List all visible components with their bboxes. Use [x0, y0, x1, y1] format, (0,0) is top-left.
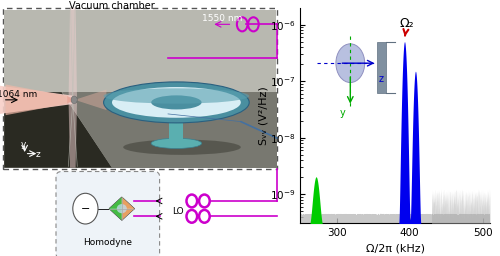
Text: Vacuum chamber: Vacuum chamber	[69, 1, 155, 11]
Polygon shape	[109, 197, 122, 209]
Ellipse shape	[151, 95, 202, 110]
Text: Homodyne: Homodyne	[84, 238, 132, 247]
Polygon shape	[6, 84, 67, 115]
FancyBboxPatch shape	[56, 172, 160, 256]
Text: LO: LO	[172, 207, 184, 216]
Polygon shape	[4, 92, 112, 168]
Ellipse shape	[71, 96, 78, 104]
Bar	[4, 10, 276, 97]
Ellipse shape	[73, 193, 98, 224]
Polygon shape	[122, 209, 134, 220]
Polygon shape	[68, 102, 77, 168]
Text: −: −	[80, 204, 90, 214]
Text: z: z	[378, 74, 383, 84]
Polygon shape	[109, 197, 134, 220]
Ellipse shape	[112, 87, 241, 118]
Ellipse shape	[104, 88, 249, 104]
Ellipse shape	[117, 204, 127, 213]
Text: 1550 nm: 1550 nm	[202, 14, 242, 23]
Ellipse shape	[123, 140, 241, 155]
Text: y: y	[21, 140, 26, 149]
Polygon shape	[109, 209, 122, 220]
Polygon shape	[76, 90, 106, 110]
Bar	[378, 42, 386, 93]
Polygon shape	[62, 92, 277, 168]
Text: z: z	[36, 150, 40, 159]
Bar	[170, 102, 183, 143]
X-axis label: Ω/2π (kHz): Ω/2π (kHz)	[366, 243, 424, 253]
Ellipse shape	[336, 44, 364, 82]
Polygon shape	[122, 197, 134, 209]
Text: y: y	[340, 108, 345, 118]
Polygon shape	[0, 86, 76, 114]
Ellipse shape	[104, 82, 249, 123]
Polygon shape	[68, 8, 77, 97]
Ellipse shape	[151, 138, 202, 148]
Text: 1064 nm: 1064 nm	[0, 90, 38, 99]
Bar	[4, 10, 276, 168]
Polygon shape	[67, 96, 76, 104]
Y-axis label: Sᵥᵥ (V²/Hz): Sᵥᵥ (V²/Hz)	[258, 86, 268, 145]
Text: Ω₂: Ω₂	[400, 17, 414, 36]
